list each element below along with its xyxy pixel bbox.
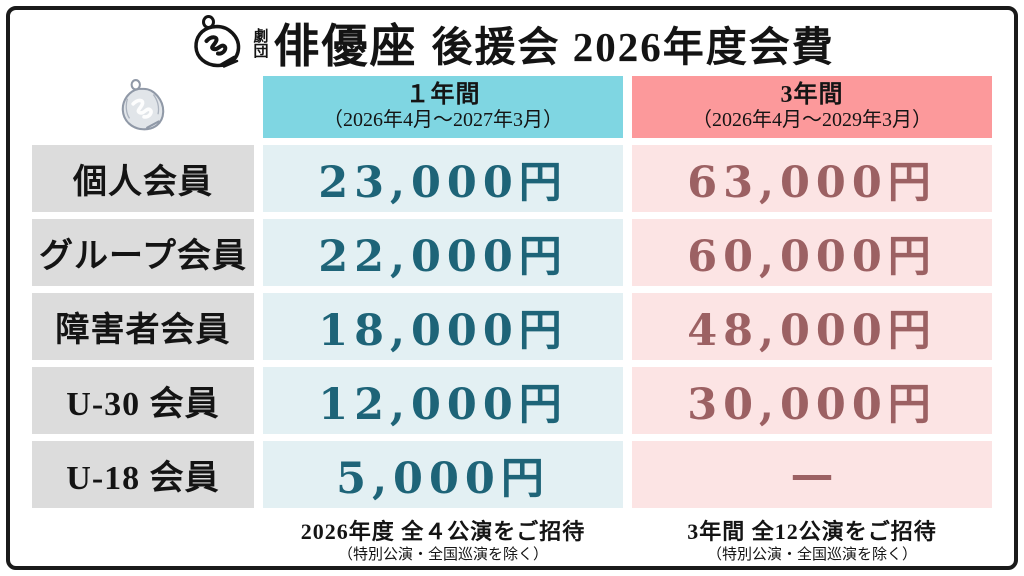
column-header-3year-label: 3年間 — [780, 81, 844, 108]
row-label-individual: 個人会員 — [32, 145, 254, 212]
row-label-u18: U-18 会員 — [32, 441, 254, 508]
row-label-u30: U-30 会員 — [32, 367, 254, 434]
price-disability-3year: 48,000円 — [632, 293, 992, 360]
title-troupe-name: 俳優座 — [273, 21, 418, 72]
membership-fee-table: １年間 （2026年4月～2027年3月） 3年間 （2026年4月～2029年… — [32, 76, 992, 565]
title-troupe-tag: 劇団 — [251, 28, 268, 58]
row-label-disability: 障害者会員 — [32, 293, 254, 360]
footer-1year-note: （特別公演・全国巡演を除く） — [337, 546, 548, 563]
price-group-3year: 60,000円 — [632, 219, 992, 286]
price-u30-3year: 30,000円 — [632, 367, 992, 434]
bell-sketch-icon — [121, 79, 165, 131]
page-title: 劇団 俳優座 後援会 2026年度会費 — [26, 14, 998, 72]
price-group-1year: 22,000円 — [263, 219, 623, 286]
footer-3year-main: 3年間 全12公演をご招待 — [687, 519, 937, 544]
footer-1year-main: 2026年度 全４公演をご招待 — [300, 519, 586, 544]
price-u18-1year: 5,000円 — [263, 441, 623, 508]
corner-cell — [32, 76, 254, 138]
price-u18-3year: — — [632, 441, 992, 508]
price-u30-1year: 12,000円 — [263, 367, 623, 434]
column-header-3year-period: （2026年4月～2029年3月） — [692, 109, 932, 132]
footer-3year-note: （特別公演・全国巡演を除く） — [706, 546, 917, 563]
footer-spacer — [32, 515, 254, 564]
column-header-3year: 3年間 （2026年4月～2029年3月） — [632, 76, 992, 138]
poster-frame: 劇団 俳優座 後援会 2026年度会費 １年間 （2026年4月～2027年3月… — [6, 6, 1018, 570]
price-individual-1year: 23,000円 — [263, 145, 623, 212]
price-disability-1year: 18,000円 — [263, 293, 623, 360]
footer-note-1year: 2026年度 全４公演をご招待 （特別公演・全国巡演を除く） — [263, 515, 623, 565]
row-label-group: グループ会員 — [32, 219, 254, 286]
title-text: 後援会 2026年度会費 — [431, 24, 835, 70]
column-header-1year-label: １年間 — [405, 81, 481, 108]
column-header-1year: １年間 （2026年4月～2027年3月） — [263, 76, 623, 138]
price-individual-3year: 63,000円 — [632, 145, 992, 212]
bell-logo-icon — [194, 15, 241, 68]
column-header-1year-period: （2026年4月～2027年3月） — [323, 109, 563, 132]
footer-note-3year: 3年間 全12公演をご招待 （特別公演・全国巡演を除く） — [632, 515, 992, 565]
